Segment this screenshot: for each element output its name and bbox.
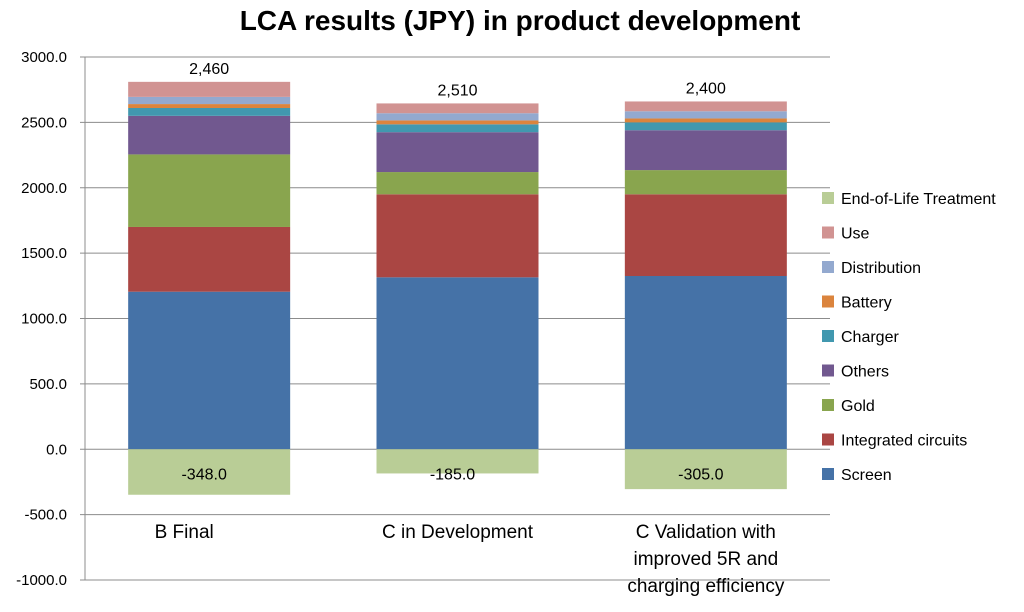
bar-segment-battery [376, 120, 539, 125]
bar-segment-use [376, 103, 539, 114]
legend-label: Charger [841, 329, 899, 346]
y-tick-label: 0.0 [46, 441, 67, 458]
legend-swatch [822, 433, 834, 446]
bar-segment-distribution [128, 96, 291, 105]
negative-data-label: -348.0 [181, 466, 226, 483]
bar-segment-distribution [624, 111, 787, 119]
bar-segment-distribution [376, 113, 539, 121]
bar-segment-end-of-life-treatment [376, 449, 539, 474]
x-category-label: B Final [155, 522, 214, 543]
y-tick-label: 1000.0 [21, 311, 67, 328]
legend-swatch [822, 364, 834, 377]
x-category-label: charging efficiency [627, 576, 785, 597]
bar-segment-others [376, 132, 539, 173]
y-tick-label: -1000.0 [16, 572, 67, 589]
total-data-label: 2,400 [686, 80, 726, 97]
total-data-label: 2,510 [437, 82, 477, 99]
bar-segment-others [128, 115, 291, 155]
bar-segment-charger [376, 124, 539, 133]
y-tick-label: 1500.0 [21, 245, 67, 262]
bar-segment-use [128, 81, 291, 97]
legend-swatch [822, 468, 834, 480]
bar-segment-battery [624, 118, 787, 123]
x-category-label: C in Development [382, 522, 534, 543]
bar-segment-battery [128, 104, 291, 108]
legend-label: Screen [841, 467, 892, 484]
y-tick-label: 2500.0 [21, 114, 67, 131]
data-labels: 2,460 -348.0 B Final 2,510 -185.0 C in Develo… [155, 61, 785, 597]
legend-swatch [822, 192, 834, 204]
bar-segment-integrated-circuits [624, 194, 787, 277]
y-tick-label: 2000.0 [21, 180, 67, 197]
axes: 3000.0 2500.0 2000.0 1500.0 1000.0 500.0 0.0 -5… [16, 49, 86, 589]
legend-label: Gold [841, 398, 875, 415]
legend-label: Distribution [841, 260, 921, 277]
negative-data-label: -305.0 [678, 466, 723, 483]
y-tick-label: 3000.0 [21, 49, 67, 66]
legend-swatch [822, 330, 834, 342]
bar-segment-end-of-life-treatment [128, 449, 291, 495]
y-tick-label: 500.0 [29, 376, 67, 393]
bars [128, 81, 787, 495]
bar-segment-integrated-circuits [128, 226, 291, 292]
bar-segment-gold [624, 170, 787, 195]
legend-label: End-of-Life Treatment [841, 191, 996, 208]
legend-swatch [822, 226, 834, 239]
legend-label: Others [841, 364, 889, 381]
x-category-label: C Validation with [636, 522, 776, 543]
chart-title: LCA results (JPY) in product development [240, 5, 801, 36]
bar-segment-charger [624, 122, 787, 131]
legend-label: Battery [841, 295, 892, 312]
bar-segment-gold [376, 172, 539, 195]
legend: End-of-Life Treatment Use Distribution Batt… [822, 191, 996, 484]
legend-label: Use [841, 226, 870, 243]
total-data-label: 2,460 [189, 61, 229, 78]
bar-segment-others [624, 130, 787, 171]
negative-data-label: -185.0 [430, 466, 475, 483]
legend-label: Integrated circuits [841, 433, 967, 450]
bar-segment-screen [128, 291, 291, 450]
bar-segment-use [624, 101, 787, 112]
legend-swatch [822, 399, 834, 411]
legend-swatch [822, 261, 834, 273]
bar-segment-integrated-circuits [376, 194, 539, 278]
x-category-label: improved 5R and [633, 549, 778, 570]
bar-segment-screen [624, 276, 787, 450]
legend-swatch [822, 295, 834, 308]
bar-segment-screen [376, 277, 539, 450]
bar-segment-gold [128, 154, 291, 227]
y-tick-label: -500.0 [24, 507, 67, 524]
bar-segment-end-of-life-treatment [624, 449, 787, 490]
bar-segment-charger [128, 107, 291, 116]
